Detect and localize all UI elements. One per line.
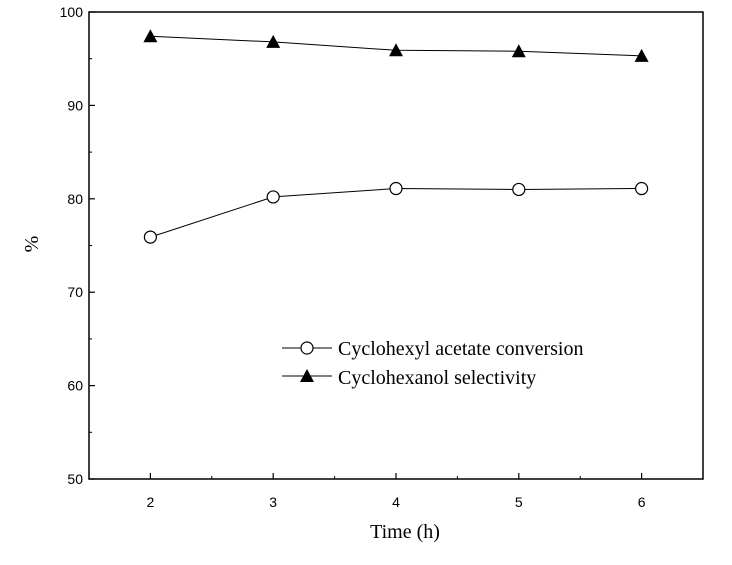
data-point-triangle [634,48,649,62]
legend-label-selectivity: Cyclohexanol selectivity [338,367,536,389]
x-tick-label: 3 [269,494,277,510]
series-group [143,29,649,244]
x-tick-label: 6 [638,494,646,510]
legend-marker-conversion [300,341,314,355]
axis-ticks: 50 60 70 80 90 100 2 3 4 5 6 [60,4,646,510]
series-line [150,187,642,238]
data-point-circle [389,181,403,196]
x-tick-label: 5 [515,494,523,510]
data-point-triangle [511,44,526,58]
data-point-circle [143,230,157,244]
data-point-triangle [266,34,281,48]
y-axis-title: % [21,236,43,253]
y-tick-label: 90 [67,97,83,113]
x-tick-label: 4 [392,494,400,510]
legend-marker-selectivity [300,369,314,382]
x-axis-title: Time (h) [370,521,440,543]
data-point-triangle [143,29,158,43]
data-point-circle [512,182,526,197]
data-point-circle [266,190,280,204]
legend: Cyclohexyl acetate conversion Cyclohexan… [282,338,583,389]
legend-label-conversion: Cyclohexyl acetate conversion [338,338,583,360]
series-selectivity [143,29,649,62]
plot-frame [88,11,704,480]
y-tick-label: 50 [67,471,83,487]
y-tick-label: 60 [67,378,83,394]
data-point-triangle [389,43,403,57]
y-tick-label: 70 [67,284,83,300]
x-tick-label: 2 [147,494,155,510]
y-tick-label: 80 [67,191,83,207]
data-point-circle [634,181,649,196]
y-tick-label: 100 [60,4,84,20]
series-conversion [143,181,649,244]
